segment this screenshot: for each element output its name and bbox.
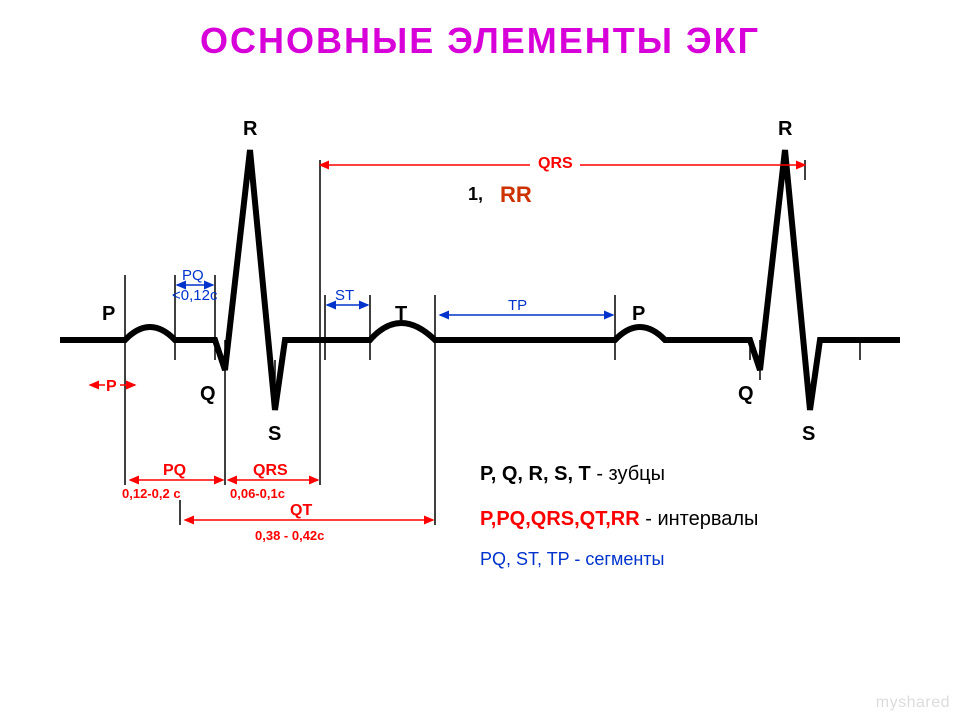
watermark: myshared	[876, 694, 950, 712]
ecg-diagram: QRS 1, RR P Q R S T P Q R S PQ <0,12c ST…	[60, 80, 900, 620]
q-wave-label-2: Q	[738, 383, 754, 405]
s-wave-label-2: S	[802, 423, 815, 445]
r-wave-label-2: R	[778, 118, 793, 140]
p-wave-label-1: P	[102, 303, 115, 325]
pq-segment-value: <0,12c	[172, 287, 218, 304]
st-segment-label: ST	[335, 287, 354, 304]
p-interval-label: P	[106, 378, 117, 395]
qt-interval-label: QT	[290, 502, 312, 519]
legend-segments: PQ, ST, TP - сегменты	[480, 549, 664, 569]
tp-segment-label: TP	[508, 297, 527, 314]
page-title: ОСНОВНЫЕ ЭЛЕМЕНТЫ ЭКГ	[0, 20, 960, 62]
rr-label: RR	[500, 182, 532, 207]
qrs-top-label: QRS	[538, 155, 573, 172]
pq-segment-label: PQ	[182, 267, 204, 284]
legend-intervals: P,PQ,QRS,QT,RR - интервалы	[480, 508, 758, 530]
one-label: 1,	[468, 184, 483, 204]
qrs-interval-value: 0,06-0,1c	[230, 486, 285, 501]
pq-interval-value: 0,12-0,2 c	[122, 486, 181, 501]
pq-interval-label: PQ	[163, 462, 186, 479]
p-wave-label-2: P	[632, 303, 645, 325]
t-wave-label-1: T	[395, 303, 407, 325]
s-wave-label-1: S	[268, 423, 281, 445]
qrs-interval-label: QRS	[253, 462, 288, 479]
legend-waves: P, Q, R, S, T - зубцы	[480, 463, 665, 485]
qt-interval-value: 0,38 - 0,42c	[255, 528, 324, 543]
q-wave-label-1: Q	[200, 383, 216, 405]
r-wave-label-1: R	[243, 118, 258, 140]
